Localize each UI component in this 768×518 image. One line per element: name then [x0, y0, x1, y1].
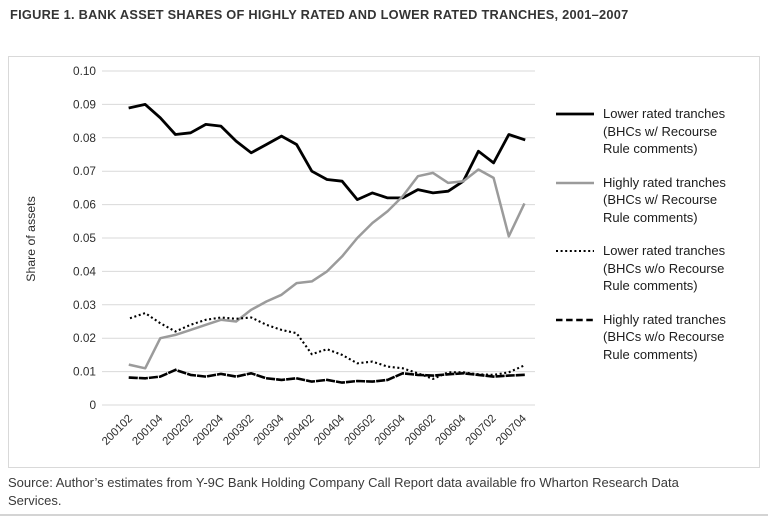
legend-label: Highly rated tranches (BHCs w/ Recourse … — [603, 174, 726, 225]
x-tick-label: 200302 — [221, 413, 256, 448]
y-tick-label: 0 — [89, 398, 96, 412]
legend-line-sample-dashed — [556, 312, 594, 328]
line-chart: 0 0.01 0.02 0.03 0.04 0.05 0.06 0.07 0.08 0.09 0.1… — [24, 64, 535, 448]
y-tick-label: 0.02 — [73, 331, 96, 345]
x-tick-label: 200402 — [282, 413, 317, 448]
legend-label: Lower rated tranches (BHCs w/o Recourse … — [603, 243, 726, 293]
legend-item-2: Lower rated tranches (BHCs w/o Recourse … — [556, 242, 752, 295]
x-tick-label: 200202 — [161, 413, 196, 448]
x-tick-label: 200502 — [342, 413, 377, 448]
x-tick-label: 200704 — [494, 413, 529, 448]
y-tick-label: 0.06 — [73, 198, 96, 212]
x-tick-label: 200104 — [130, 413, 165, 448]
y-tick-label: 0.03 — [73, 298, 96, 312]
source-note: Source: Author’s estimates from Y-9C Ban… — [8, 475, 679, 508]
y-tick-label: 0.07 — [73, 164, 96, 178]
x-tick-label: 200602 — [403, 413, 438, 448]
y-tick-label: 0.08 — [73, 131, 96, 145]
x-tick-label: 200702 — [464, 413, 499, 448]
y-axis-title: Share of assets — [24, 196, 38, 281]
chart-frame: 0 0.01 0.02 0.03 0.04 0.05 0.06 0.07 0.08 0.09 0.1… — [8, 56, 760, 468]
legend-line-sample-solid — [556, 106, 594, 122]
x-tick-label: 200304 — [251, 413, 286, 448]
legend-label: Highly rated tranches (BHCs w/o Recourse… — [603, 311, 726, 362]
legend-label: Lower rated tranches (BHCs w/ Recourse R… — [603, 106, 726, 156]
bottom-divider — [0, 514, 768, 516]
y-tick-label: 0.05 — [73, 231, 96, 245]
x-tick-label: 200102 — [100, 413, 135, 448]
x-tick-label: 200604 — [433, 413, 468, 448]
legend-line-sample-dotted — [556, 243, 594, 259]
x-tick-label: 200504 — [373, 413, 408, 448]
y-tick-label: 0.04 — [73, 264, 96, 278]
figure-title: FIGURE 1. BANK ASSET SHARES OF HIGHLY RA… — [10, 7, 629, 22]
series-line-3 — [128, 368, 526, 384]
legend-line-sample-solid — [556, 175, 594, 191]
x-tick-label: 200204 — [191, 413, 226, 448]
series-line-1 — [128, 168, 526, 370]
legend-item-3: Highly rated tranches (BHCs w/o Recourse… — [556, 311, 752, 364]
chart-legend: Lower rated tranches (BHCs w/ Recourse R… — [556, 105, 752, 363]
y-tick-label: 0.10 — [73, 64, 96, 78]
x-tick-label: 200404 — [312, 413, 347, 448]
legend-item-1: Highly rated tranches (BHCs w/ Recourse … — [556, 174, 752, 227]
series-line-2 — [129, 312, 525, 380]
y-tick-label: 0.01 — [73, 365, 96, 379]
series-line-0 — [128, 103, 526, 202]
legend-item-0: Lower rated tranches (BHCs w/ Recourse R… — [556, 105, 752, 158]
y-tick-label: 0.09 — [73, 97, 96, 111]
